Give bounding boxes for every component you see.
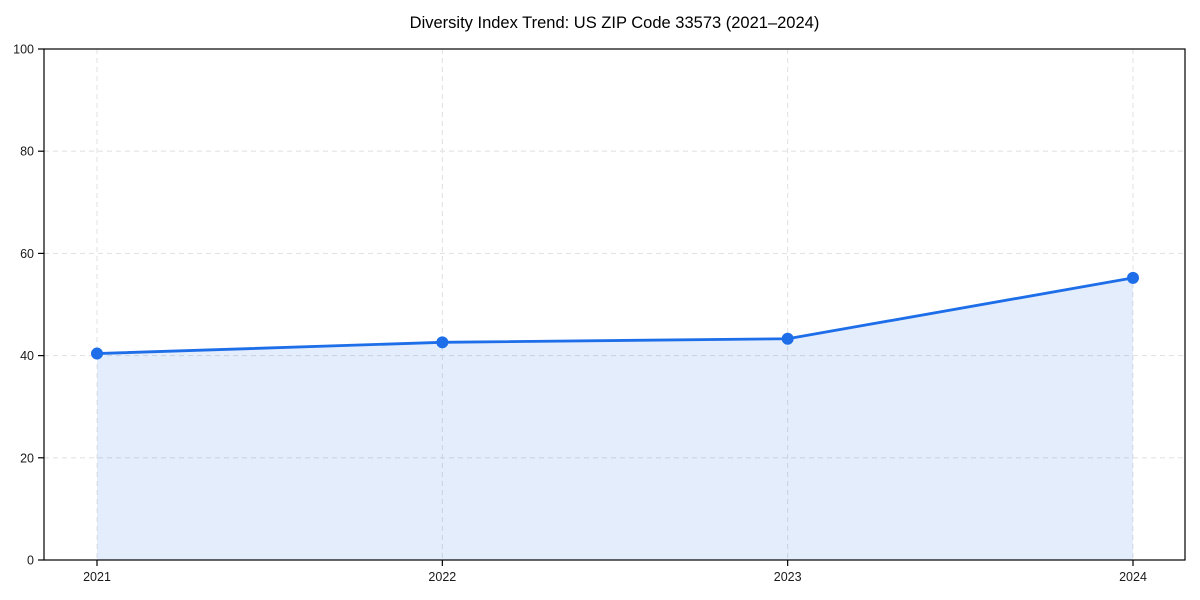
y-tick-label: 100	[13, 43, 34, 57]
data-point-marker	[436, 336, 449, 349]
chart-title: Diversity Index Trend: US ZIP Code 33573…	[409, 14, 820, 32]
y-tick-label: 60	[20, 247, 34, 261]
x-tick-label: 2022	[428, 570, 456, 584]
trend-line	[95, 276, 1135, 355]
y-tick-label: 80	[20, 145, 34, 159]
data-point-marker	[1127, 271, 1139, 284]
y-tick-label: 40	[20, 349, 34, 363]
x-tick-label: 2021	[83, 570, 111, 584]
y-tick-label: 0	[27, 554, 34, 568]
data-point-marker	[781, 332, 794, 345]
x-tick-label: 2024	[1119, 570, 1147, 584]
x-tick-label: 2023	[774, 570, 802, 584]
plot-border	[43, 48, 1186, 561]
y-tick-label: 20	[20, 451, 34, 465]
area-fill	[97, 277, 1133, 560]
data-point-marker	[91, 347, 103, 360]
